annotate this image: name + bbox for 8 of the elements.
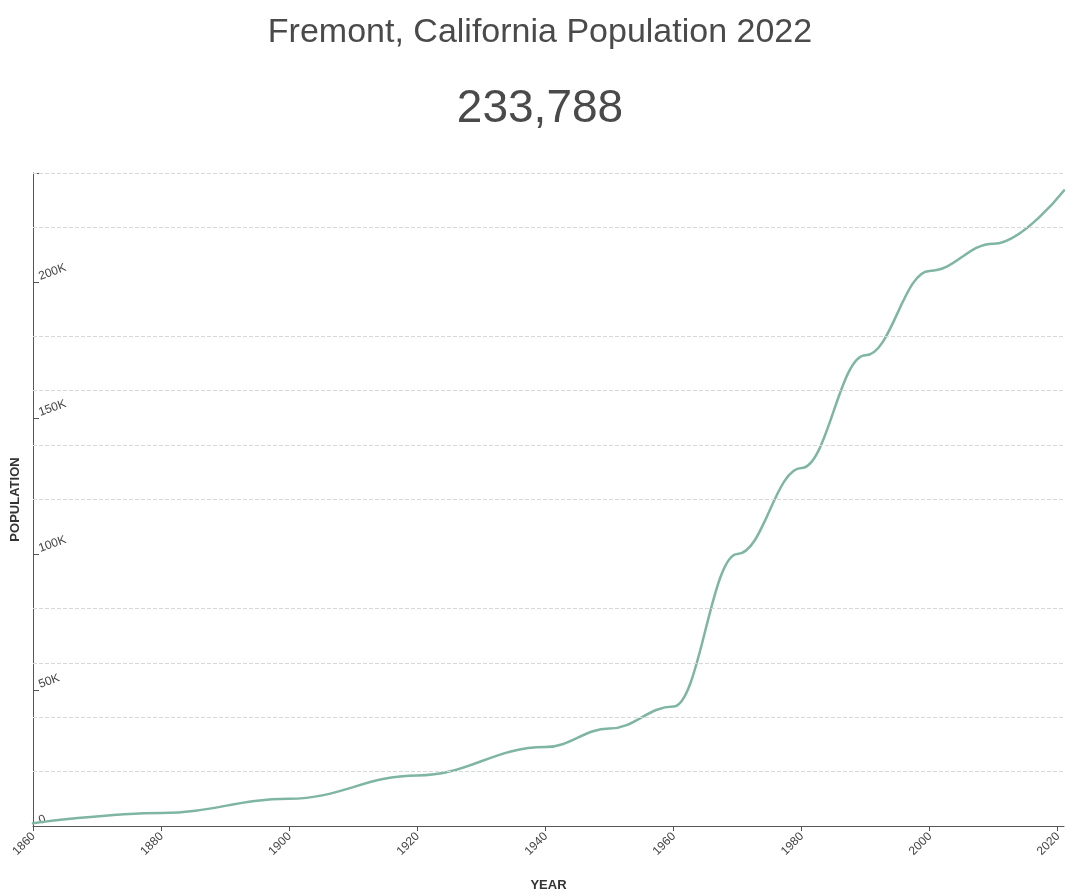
chart-subtitle: 233,788 <box>456 80 624 132</box>
y-tick-label: 50K <box>36 670 62 691</box>
y-tick-label: 150K <box>36 396 68 419</box>
y-tick-label: 200K <box>36 260 68 283</box>
x-axis-title: YEAR <box>530 877 568 892</box>
chart-title: Fremont, California Population 2022 <box>267 11 813 49</box>
y-axis-title: POPULATION <box>7 457 22 542</box>
y-tick-label: 100K <box>36 532 68 555</box>
